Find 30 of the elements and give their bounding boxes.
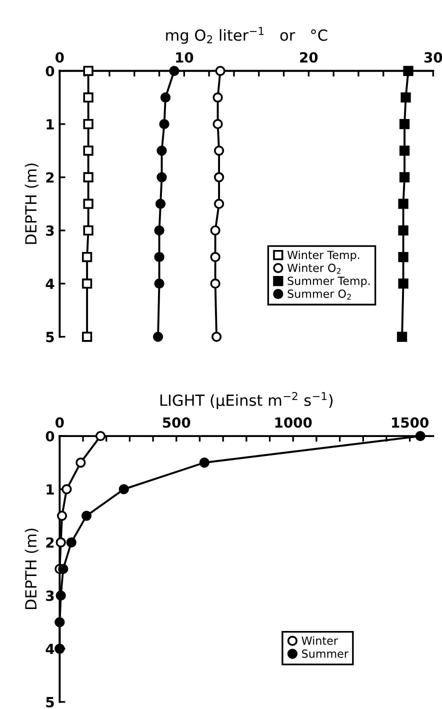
y-tick-label: 2 xyxy=(46,172,54,183)
y-tick-label: 1 xyxy=(46,484,54,494)
legend-label: Summer Temp. xyxy=(288,276,370,288)
legend-label: Summer O$_{2}$ xyxy=(288,290,351,300)
y-tick-label: 5 xyxy=(46,332,54,342)
y-tick-label: 1 xyxy=(46,119,54,130)
x-tick-label: 20 xyxy=(300,52,318,63)
y-tick-label: 2 xyxy=(46,537,54,548)
x-tick-label: 1500 xyxy=(392,417,428,428)
x-tick-label: 0 xyxy=(56,52,64,63)
x-tick-label: 30 xyxy=(424,52,442,63)
text: mg O$_{2}$ liter$^{−1}$ or °C xyxy=(166,27,328,44)
y-axis-title: DEPTH (m) xyxy=(24,164,38,244)
x-tick-label: 500 xyxy=(162,417,190,428)
y-tick-label: 0 xyxy=(46,66,54,76)
y-tick-label: 4 xyxy=(46,278,54,289)
legend-label: Winter O$_{2}$ xyxy=(287,263,340,274)
x-axis-title: LIGHT (μEinst m$^{−2}$ s$^{−1}$) xyxy=(160,392,333,409)
y-tick-label: 4 xyxy=(46,644,54,654)
legend-label: Winter xyxy=(302,636,338,645)
y-tick-label: 5 xyxy=(46,697,54,708)
y-tick-label: 3 xyxy=(46,590,54,602)
legend-label: Summer xyxy=(302,649,348,658)
y-tick-label: 3 xyxy=(46,225,54,236)
legend-label: Winter Temp. xyxy=(287,250,360,262)
x-tick-label: 10 xyxy=(176,52,194,63)
x-tick-label: 1000 xyxy=(275,417,312,428)
x-tick-label: 0 xyxy=(56,417,64,428)
y-tick-label: 0 xyxy=(46,431,54,442)
y-axis-title: DEPTH (m) xyxy=(24,528,38,610)
